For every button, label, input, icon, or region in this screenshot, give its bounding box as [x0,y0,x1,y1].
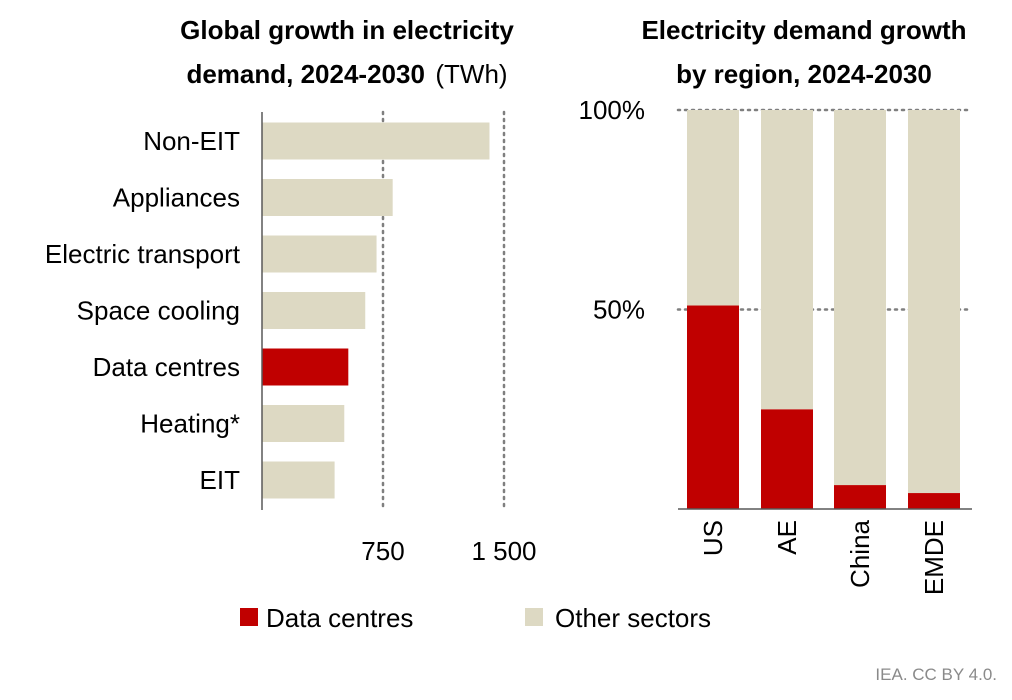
category-label: AE [772,520,802,555]
category-label: Data centres [93,352,240,382]
bar-non-eit [262,122,490,160]
bar-space-cooling [262,292,366,329]
bar-appliances [262,179,393,216]
category-label: Space cooling [77,296,240,326]
bar-electric-transport [262,235,377,273]
bar-data-centres [262,348,349,386]
footer-credit: IEA. CC BY 4.0. [875,665,997,684]
x-tick-label: 1 500 [471,536,536,566]
bar-china-data-centres [834,485,886,509]
right-chart: 50% 100% US AE China EMDE [579,95,974,595]
bar-us-data-centres [687,305,739,509]
right-chart-title-line1: Electricity demand growth [641,15,966,45]
bar-ae-data-centres [761,409,813,509]
y-tick-label: 50% [593,295,645,325]
category-label: US [698,520,728,556]
left-chart-unit: (TWh) [435,59,507,89]
x-tick-label: 750 [361,536,404,566]
category-label: Non-EIT [143,126,240,156]
bar-ae-other-sectors [761,110,813,410]
category-label: EIT [200,465,241,495]
legend-label-data-centres: Data centres [266,603,413,633]
right-chart-title-line2: by region, 2024-2030 [676,59,932,89]
category-label: Electric transport [45,239,241,269]
category-label: EMDE [919,520,949,595]
y-tick-label: 100% [579,95,646,125]
category-label: Appliances [113,183,240,213]
category-label: China [845,519,875,587]
left-chart: 750 1 500 Non-EIT Appliances Electric transp… [45,110,537,566]
category-label: Heating* [140,409,240,439]
legend-swatch-other-sectors [525,608,543,626]
bar-emde-other-sectors [908,110,960,494]
legend-label-other-sectors: Other sectors [555,603,711,633]
left-chart-title-line2: demand, 2024-2030 (TWh) [186,59,507,89]
bar-china-other-sectors [834,110,886,486]
legend-swatch-data-centres [240,608,258,626]
bar-us-other-sectors [687,110,739,306]
bar-eit [262,461,335,499]
left-chart-title-line1: Global growth in electricity [180,15,514,45]
left-chart-title-bold: demand, 2024-2030 [186,59,424,89]
bar-heating- [262,405,345,442]
bar-emde-data-centres [908,493,960,509]
